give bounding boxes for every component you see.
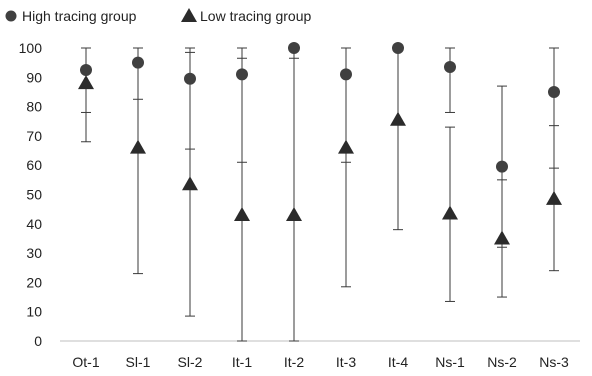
data-point-high-tracing (132, 56, 144, 69)
data-point-low-tracing (390, 111, 406, 126)
data-point-high-tracing (392, 42, 404, 54)
data-point-low-tracing (494, 230, 510, 245)
markers (78, 42, 562, 245)
x-tick-label: It-4 (388, 354, 408, 370)
data-point-high-tracing (496, 160, 508, 173)
y-tick-label: 0 (34, 333, 42, 349)
x-tick-label: It-3 (336, 354, 356, 370)
x-tick-label: Ns-1 (435, 354, 465, 370)
y-tick-label: 90 (26, 69, 42, 85)
data-point-high-tracing (444, 61, 456, 74)
data-point-low-tracing (78, 75, 94, 90)
data-point-low-tracing (442, 205, 458, 220)
y-tick-label: 60 (26, 157, 42, 173)
data-point-low-tracing (234, 207, 250, 222)
x-tick-label: It-2 (284, 354, 304, 370)
data-point-high-tracing (184, 72, 196, 85)
y-tick-label: 40 (26, 216, 42, 232)
legend-marker-low (181, 8, 197, 22)
y-tick-label: 30 (26, 245, 42, 261)
x-tick-label: Sl-1 (126, 354, 151, 370)
data-point-high-tracing (236, 68, 248, 81)
legend-label-low: Low tracing group (200, 8, 312, 24)
x-axis: Ot-1 Sl-1 Sl-2 It-1 It-2 It-3 It-4 Ns-1 Ns-2 Ns-3 (60, 340, 580, 370)
data-point-low-tracing (286, 207, 302, 222)
x-tick-label: It-1 (232, 354, 252, 370)
data-point-high-tracing (548, 85, 560, 98)
y-tick-label: 50 (26, 187, 42, 203)
x-tick-label: Sl-2 (178, 354, 203, 370)
legend: High tracing group Low tracing group (5, 8, 312, 24)
y-tick-label: 80 (26, 99, 42, 115)
data-point-high-tracing (340, 68, 352, 81)
x-tick-label: Ns-2 (487, 354, 517, 370)
data-point-low-tracing (338, 139, 354, 154)
y-axis: 0 10 20 30 40 50 60 70 80 90 100 (19, 40, 43, 349)
error-bars (81, 47, 559, 342)
data-point-low-tracing (182, 176, 198, 191)
y-tick-label: 70 (26, 128, 42, 144)
data-point-low-tracing (546, 190, 562, 205)
y-tick-label: 10 (26, 304, 42, 320)
data-point-low-tracing (130, 139, 146, 154)
x-tick-label: Ot-1 (72, 354, 99, 370)
data-point-high-tracing (288, 42, 300, 54)
data-point-high-tracing (80, 63, 92, 76)
y-tick-label: 20 (26, 274, 42, 290)
y-tick-label: 100 (19, 40, 43, 56)
legend-label-high: High tracing group (22, 8, 137, 24)
legend-marker-high (5, 10, 17, 22)
x-tick-label: Ns-3 (539, 354, 569, 370)
